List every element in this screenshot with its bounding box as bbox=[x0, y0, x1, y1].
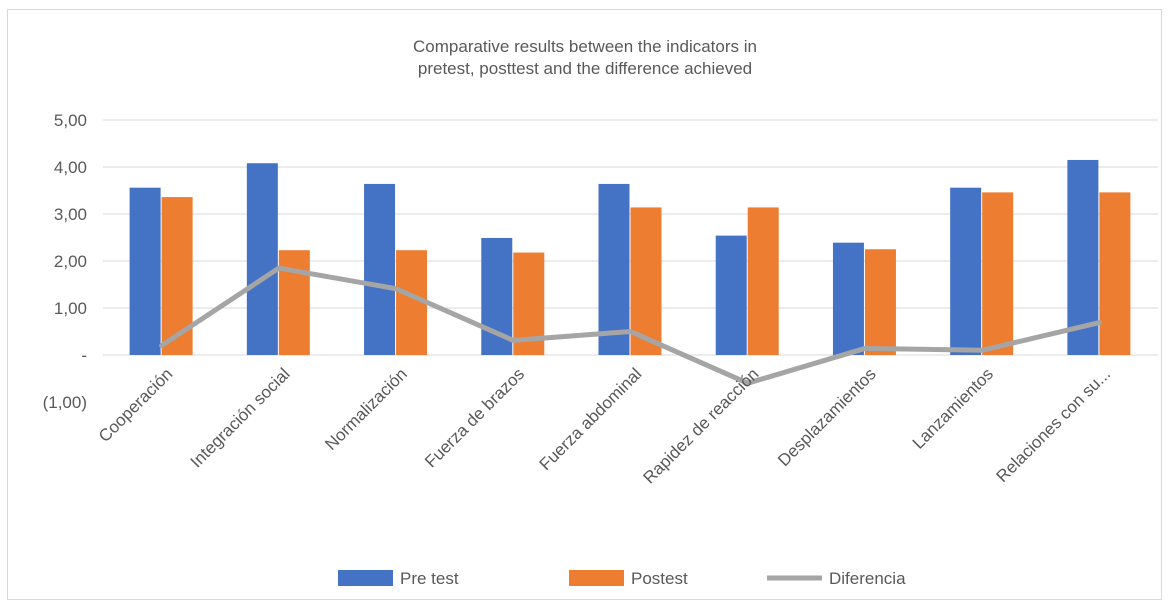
bar-postest bbox=[630, 207, 662, 355]
bars bbox=[129, 159, 1131, 355]
bar-pre-test bbox=[129, 187, 161, 355]
legend-label-diferencia: Diferencia bbox=[829, 569, 906, 588]
x-tick-label: Desplazamientos bbox=[774, 364, 880, 470]
legend-label-postest: Postest bbox=[631, 569, 688, 588]
difference-line bbox=[159, 265, 1102, 386]
x-tick-label: Lanzamientos bbox=[909, 364, 997, 452]
chart-title: Comparative results between the indicato… bbox=[413, 37, 757, 78]
legend-label-pre-test: Pre test bbox=[400, 569, 459, 588]
x-axis-ticks: Cooperación Integración social Normalizaci… bbox=[95, 364, 1114, 487]
bar-postest bbox=[864, 249, 896, 355]
y-tick-label: (1,00) bbox=[43, 393, 87, 412]
bar-postest bbox=[161, 197, 193, 355]
legend: Pre test Postest Diferencia bbox=[338, 569, 906, 588]
legend-swatch-postest bbox=[569, 570, 624, 586]
bar-pre-test bbox=[715, 235, 747, 355]
x-tick-label: Rapidez de reacción bbox=[640, 364, 763, 487]
chart-title-line-1: Comparative results between the indicato… bbox=[413, 37, 757, 56]
x-tick-label: Relaciones con su... bbox=[993, 364, 1115, 486]
bar-pre-test bbox=[364, 183, 396, 355]
x-tick-label: Cooperación bbox=[95, 364, 177, 446]
bar-pre-test bbox=[246, 163, 278, 355]
y-tick-label: 2,00 bbox=[54, 252, 87, 271]
bar-pre-test bbox=[832, 242, 864, 355]
x-tick-label: Normalización bbox=[321, 364, 411, 454]
bar-postest bbox=[1099, 192, 1131, 355]
chart-title-line-2: pretest, posttest and the difference ach… bbox=[418, 59, 752, 78]
chart-frame: Comparative results between the indicato… bbox=[7, 9, 1162, 600]
x-tick-label: Fuerza de brazos bbox=[421, 364, 528, 471]
bar-postest bbox=[982, 192, 1014, 355]
bar-postest bbox=[278, 250, 310, 355]
difference-line-group bbox=[159, 265, 1102, 386]
y-tick-label: 5,00 bbox=[54, 111, 87, 130]
bar-pre-test bbox=[598, 183, 630, 355]
y-tick-label: 3,00 bbox=[54, 205, 87, 224]
y-axis-ticks: 5,00 4,00 3,00 2,00 1,00 - (1,00) bbox=[43, 111, 87, 412]
bar-pre-test bbox=[950, 187, 982, 355]
bar-postest bbox=[747, 207, 779, 355]
y-tick-label: 4,00 bbox=[54, 158, 87, 177]
y-tick-label: 1,00 bbox=[54, 299, 87, 318]
legend-swatch-pre-test bbox=[338, 570, 393, 586]
y-tick-label: - bbox=[81, 346, 87, 365]
x-tick-label: Integración social bbox=[187, 364, 294, 471]
chart-svg: Comparative results between the indicato… bbox=[43, 37, 1158, 588]
x-tick-label: Fuerza abdominal bbox=[536, 364, 646, 474]
